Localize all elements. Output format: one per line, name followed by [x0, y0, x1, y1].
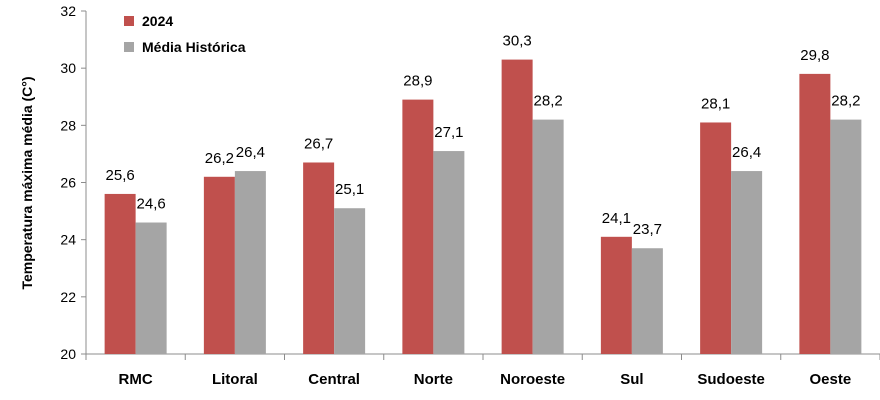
data-label: 26,4	[236, 144, 265, 161]
y-tick-label: 30	[60, 60, 76, 76]
data-label: 29,8	[800, 47, 829, 64]
x-tick-label: Sul	[620, 371, 643, 388]
y-tick-label: 26	[60, 175, 76, 191]
x-tick-label: Litoral	[212, 371, 258, 388]
x-axis: RMC Litoral Central Norte Noroeste Sul Sudoest…	[85, 353, 880, 388]
bar-media-historica	[433, 151, 465, 354]
bar-2024	[700, 122, 732, 354]
bar-2024	[104, 193, 136, 354]
y-tick-label: 22	[60, 289, 76, 305]
y-axis-title: Temperatura máxima média (C°)	[19, 76, 35, 289]
bar-2024	[402, 99, 434, 354]
bar-2024	[600, 236, 632, 354]
data-label: 28,2	[534, 93, 563, 110]
bar-media-historica	[135, 222, 167, 354]
bar-2024	[303, 162, 335, 354]
y-tick-label: 32	[60, 3, 76, 19]
data-labels: 25,6 26,2 26,7 28,9 30,3 24,1 28,1 29,8 24,6 26,4…	[106, 33, 861, 239]
bar-media-historica	[532, 119, 564, 354]
bar-media-historica	[731, 171, 763, 354]
data-label: 30,3	[503, 33, 532, 50]
data-label: 27,1	[434, 124, 463, 141]
bar-2024	[203, 176, 235, 354]
legend-swatch	[124, 42, 134, 52]
legend-label: Média Histórica	[142, 39, 246, 55]
data-label: 28,2	[831, 93, 860, 110]
data-label: 28,1	[701, 95, 730, 112]
data-label: 28,9	[403, 73, 432, 90]
y-tick-label: 28	[60, 117, 76, 133]
bar-media-historica	[234, 171, 266, 354]
legend-label: 2024	[142, 13, 173, 29]
data-label: 23,7	[633, 221, 662, 238]
data-label: 26,7	[304, 135, 333, 152]
x-tick-label: RMC	[119, 371, 153, 388]
data-label: 24,6	[137, 196, 166, 213]
y-axis: 20 22 24 26 28 30 32	[60, 3, 87, 362]
legend: 2024 Média Histórica	[124, 13, 246, 55]
x-tick-label: Noroeste	[500, 371, 565, 388]
data-label: 25,6	[106, 167, 135, 184]
x-tick-label: Norte	[414, 371, 453, 388]
data-label: 26,2	[205, 150, 234, 167]
y-tick-label: 24	[60, 232, 76, 248]
data-label: 25,1	[335, 181, 364, 198]
legend-swatch	[124, 16, 134, 26]
bar-2024	[799, 73, 831, 354]
bars	[104, 59, 862, 354]
x-tick-label: Central	[308, 371, 360, 388]
data-label: 26,4	[732, 144, 761, 161]
y-tick-label: 20	[60, 346, 76, 362]
bar-media-historica	[830, 119, 862, 354]
data-label: 24,1	[602, 210, 631, 227]
x-tick-label: Sudoeste	[697, 371, 765, 388]
bar-2024	[501, 59, 533, 354]
bar-media-historica	[334, 208, 366, 354]
bar-media-historica	[631, 248, 663, 354]
x-tick-label: Oeste	[810, 371, 852, 388]
